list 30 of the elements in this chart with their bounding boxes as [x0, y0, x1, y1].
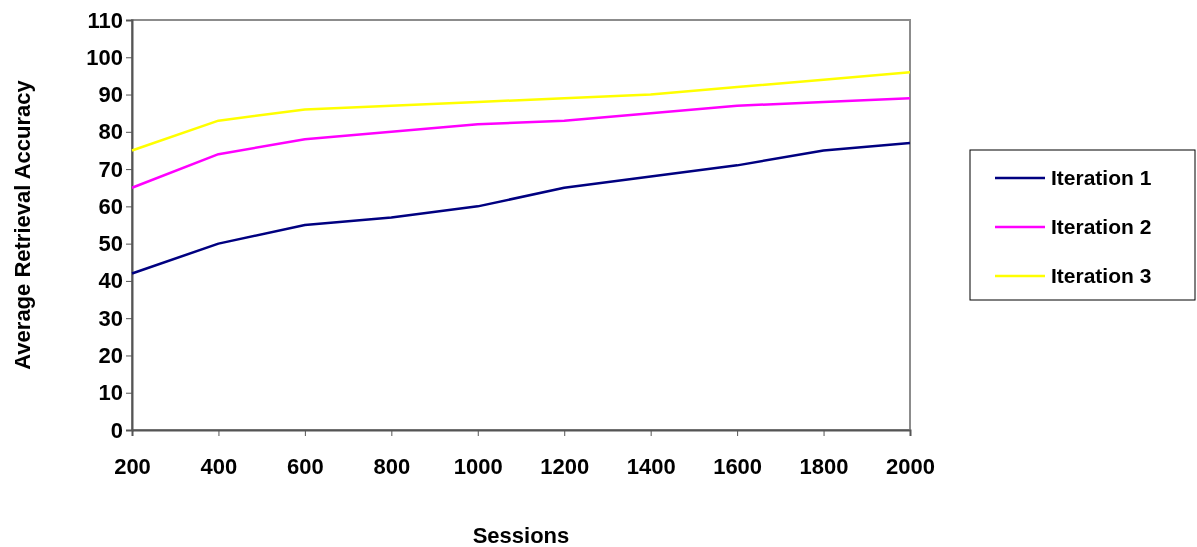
y-tick-label: 100	[86, 44, 123, 70]
x-tick-label: 400	[200, 454, 238, 480]
x-tick-label: 1200	[540, 454, 590, 480]
x-tick-label: 1000	[453, 454, 503, 480]
y-tick-label: 0	[110, 417, 123, 443]
x-tick-label: 600	[287, 454, 324, 480]
y-tick-label: 80	[98, 119, 123, 145]
y-tick-label: 30	[98, 305, 123, 331]
y-tick-label: 10	[98, 380, 123, 406]
y-tick-label: 70	[98, 156, 123, 182]
legend-label: Iteration 2	[1051, 215, 1152, 239]
y-tick-label: 60	[98, 193, 123, 219]
line-series	[130, 70, 912, 152]
y-tick-label: 40	[98, 268, 123, 294]
legend-label: Iteration 1	[1051, 166, 1152, 190]
x-tick-label: 1600	[713, 454, 763, 480]
x-tick-label: 1800	[799, 454, 849, 480]
x-tick-label: 1400	[626, 454, 676, 480]
x-tick-label: 800	[373, 454, 411, 480]
y-tick-label: 110	[87, 7, 123, 33]
line-series	[130, 141, 912, 275]
y-axis-title: Average Retrieval Accuracy	[10, 79, 35, 370]
legend-label: Iteration 3	[1051, 264, 1152, 288]
x-tick-label: 2000	[886, 454, 935, 480]
line-series	[130, 97, 912, 189]
y-tick-label: 20	[98, 342, 123, 368]
y-tick-label: 50	[98, 231, 123, 257]
y-tick-label: 90	[98, 82, 123, 108]
x-axis-title: Sessions	[472, 523, 570, 547]
x-tick-label: 200	[114, 454, 151, 480]
